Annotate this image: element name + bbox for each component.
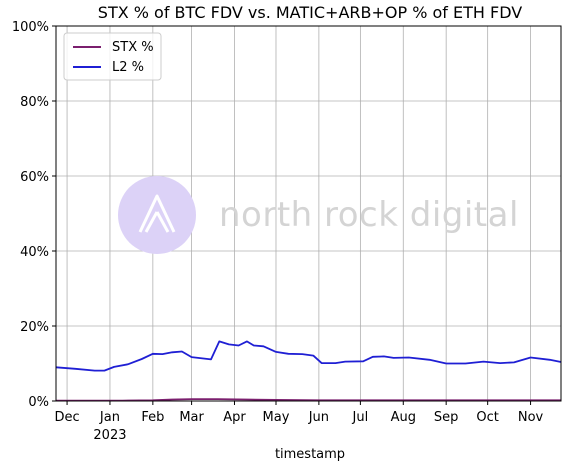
- y-tick-label: 60%: [20, 170, 49, 185]
- x-axis: Dec Jan 2023 Feb Mar Apr May Jun Jul Aug Sep Oct Nov: [54, 401, 544, 443]
- x-tick-label: Sep: [434, 410, 459, 425]
- x-tick-sublabel: 2023: [93, 428, 126, 443]
- legend-label-l2: L2 %: [112, 60, 144, 75]
- legend-label-stx: STX %: [112, 40, 154, 55]
- x-tick-label: Aug: [391, 410, 416, 425]
- x-tick-label: Jun: [308, 410, 329, 425]
- x-tick-label: Jan: [99, 410, 120, 425]
- y-tick-label: 80%: [20, 95, 49, 110]
- x-tick-label: May: [263, 410, 290, 425]
- watermark: north rock digital: [118, 176, 519, 254]
- x-tick-label: Feb: [141, 410, 164, 425]
- legend: STX % L2 %: [63, 32, 162, 81]
- chart-title: STX % of BTC FDV vs. MATIC+ARB+OP % of E…: [98, 3, 522, 22]
- watermark-logo-mark: [138, 194, 176, 233]
- y-tick-label: 20%: [20, 320, 49, 335]
- x-tick-label: Mar: [179, 410, 204, 425]
- y-tick-label: 100%: [12, 20, 49, 35]
- series-line-stx: [56, 398, 561, 402]
- x-tick-label: Jul: [352, 410, 369, 425]
- y-tick-label: 40%: [20, 245, 49, 260]
- legend-box: [63, 32, 162, 81]
- plot-frame: [55, 25, 562, 402]
- x-axis-title: timestamp: [275, 447, 345, 462]
- y-axis: 0% 20% 40% 60% 80% 100%: [12, 20, 56, 410]
- x-tick-label: Oct: [476, 410, 498, 425]
- x-tick-label: Apr: [223, 410, 246, 425]
- y-tick-label: 0%: [28, 395, 49, 410]
- x-tick-label: Dec: [54, 410, 79, 425]
- x-tick-label: Nov: [518, 410, 544, 425]
- series-layer: [55, 340, 562, 402]
- series-line-l2: [55, 340, 562, 372]
- watermark-text: north rock digital: [219, 195, 519, 235]
